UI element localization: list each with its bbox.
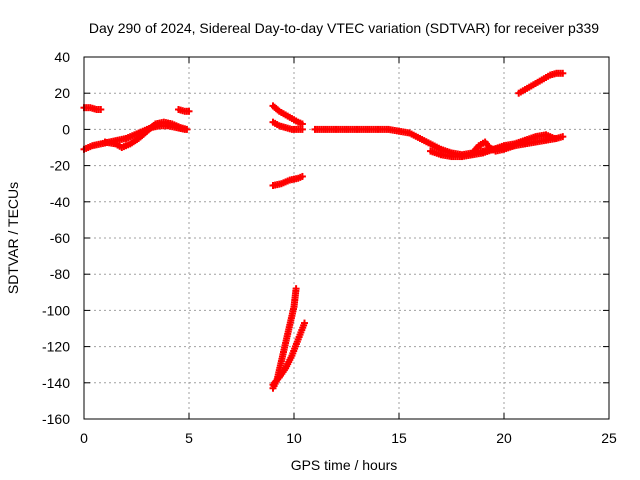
data-point bbox=[269, 118, 281, 129]
data-point bbox=[559, 133, 567, 141]
y-tick-label: -60 bbox=[50, 230, 70, 246]
y-tick-label: 0 bbox=[62, 121, 70, 137]
data-point bbox=[534, 76, 546, 86]
data-point bbox=[437, 151, 453, 160]
data-point bbox=[269, 375, 282, 389]
x-tick-label: 20 bbox=[496, 430, 512, 446]
data-point bbox=[175, 105, 187, 115]
data-point bbox=[542, 131, 556, 142]
axis-ticks: 40 20 0 -20 -40 -60 -80 -100 -120 -140 -160 0 5 10 15 2… bbox=[42, 49, 617, 446]
data-point bbox=[559, 69, 567, 77]
x-axis-label: GPS time / hours bbox=[291, 457, 398, 473]
data-point bbox=[282, 354, 295, 372]
data-point bbox=[277, 341, 289, 365]
x-tick-label: 25 bbox=[601, 430, 617, 446]
y-tick-label: 20 bbox=[54, 85, 70, 101]
data-point bbox=[500, 142, 516, 153]
data-point bbox=[168, 120, 182, 131]
data-point bbox=[406, 129, 422, 141]
data-point bbox=[118, 141, 132, 151]
data-point bbox=[511, 142, 518, 150]
data-points bbox=[80, 69, 567, 392]
data-point bbox=[88, 140, 103, 150]
data-point bbox=[298, 172, 306, 180]
x-tick-label: 5 bbox=[185, 430, 193, 446]
data-point bbox=[550, 134, 558, 142]
data-point bbox=[427, 140, 443, 152]
data-point bbox=[546, 70, 558, 79]
data-point bbox=[374, 125, 390, 133]
data-point bbox=[527, 80, 539, 90]
data-point bbox=[97, 105, 105, 113]
y-tick-label: -140 bbox=[42, 375, 70, 391]
data-point bbox=[286, 305, 297, 329]
y-tick-label: 40 bbox=[54, 49, 70, 65]
y-tick-label: -160 bbox=[42, 411, 70, 427]
data-point bbox=[282, 323, 293, 347]
data-point bbox=[481, 138, 492, 150]
chart-title: Day 290 of 2024, Sidereal Day-to-day VTE… bbox=[89, 20, 599, 36]
data-point bbox=[185, 107, 193, 115]
y-tick-label: -80 bbox=[50, 266, 70, 282]
data-point bbox=[298, 125, 306, 133]
data-point bbox=[292, 285, 300, 293]
x-tick-label: 10 bbox=[286, 430, 302, 446]
x-tick-label: 15 bbox=[391, 430, 407, 446]
data-point bbox=[290, 287, 300, 311]
y-tick-label: -100 bbox=[42, 302, 70, 318]
y-tick-label: -40 bbox=[50, 194, 70, 210]
data-point bbox=[301, 319, 308, 327]
y-axis-label: SDTVAR / TECUs bbox=[5, 182, 21, 294]
data-point bbox=[275, 366, 288, 381]
data-point bbox=[343, 125, 359, 133]
data-point bbox=[183, 125, 191, 133]
x-tick-label: 0 bbox=[80, 430, 88, 446]
data-point bbox=[112, 140, 124, 150]
y-tick-label: -120 bbox=[42, 339, 70, 355]
y-tick-label: -20 bbox=[50, 158, 70, 174]
data-point bbox=[521, 83, 533, 94]
data-point bbox=[311, 125, 327, 133]
data-point bbox=[515, 87, 527, 97]
grid-lines bbox=[84, 57, 609, 419]
data-point bbox=[126, 136, 141, 148]
data-point bbox=[469, 144, 481, 157]
